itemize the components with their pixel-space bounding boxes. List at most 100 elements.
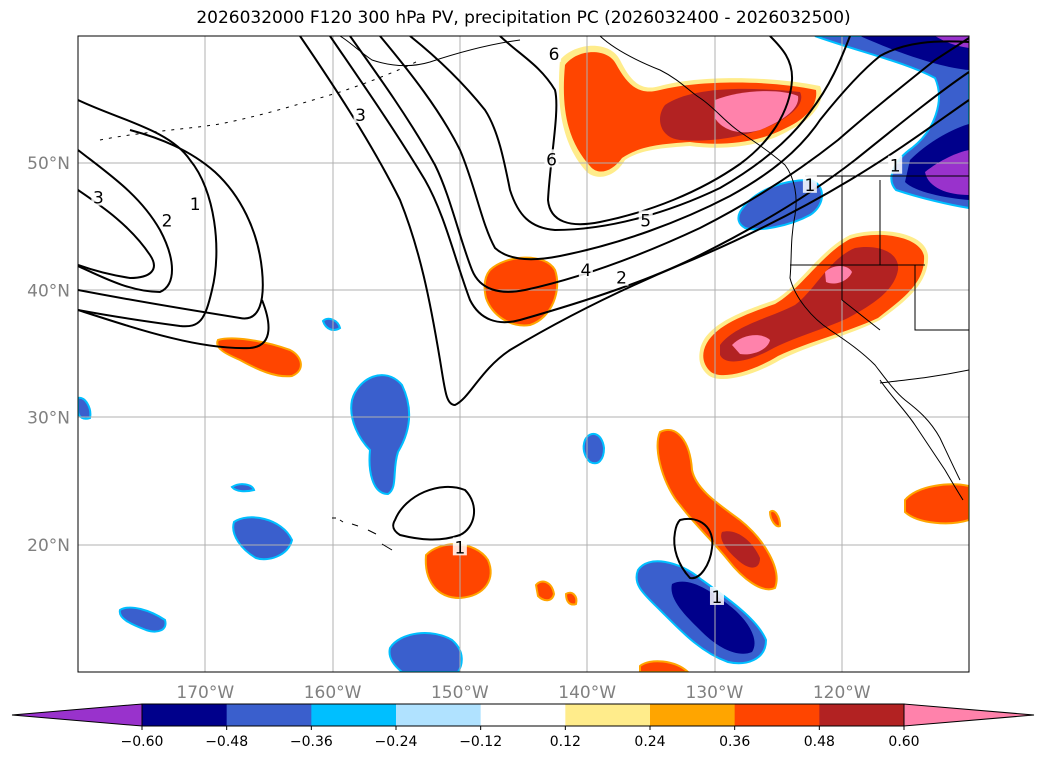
pv-contour-label-bg xyxy=(188,193,203,212)
colorbar-tick-label: −0.60 xyxy=(121,734,164,750)
precip-negative-area xyxy=(737,178,823,231)
longitude-label: 130°W xyxy=(686,683,744,703)
colorbar-extend-low xyxy=(11,703,143,727)
precip-positive-area xyxy=(732,335,770,355)
pv-contour xyxy=(349,36,969,293)
coastline-baja xyxy=(879,379,964,501)
pv-contour xyxy=(78,299,270,350)
border-us-mexico xyxy=(879,369,969,384)
pv-contour-label: 4 xyxy=(580,261,591,281)
pv-contour-label-bg xyxy=(578,260,593,279)
colorbar-tick-label: −0.48 xyxy=(205,734,248,750)
colorbar-tick-label: −0.36 xyxy=(290,734,333,750)
pv-contour-label-bg xyxy=(547,43,562,62)
precip-negative-area xyxy=(230,483,256,493)
pv-contour-label: 1 xyxy=(712,588,723,608)
colorbar-segment xyxy=(734,704,820,726)
pv-contour-label: 1 xyxy=(804,176,815,196)
precip-negative-area xyxy=(78,396,92,420)
latitude-label: 50°N xyxy=(27,154,70,174)
pv-contour xyxy=(673,517,714,580)
pv-contour-label: 2 xyxy=(616,269,627,289)
precip-negative-area xyxy=(671,581,755,654)
colorbar-tick-label: 0.36 xyxy=(719,734,750,750)
colorbar-tick-label: 0.60 xyxy=(888,734,919,750)
longitude-label: 170°W xyxy=(176,683,234,703)
colorbar-tick-label: 0.12 xyxy=(550,734,581,750)
colorbar-segment xyxy=(396,704,482,726)
precip-negative-area xyxy=(118,606,167,633)
pv-contour-label-bg xyxy=(353,104,368,123)
aleutian-islands xyxy=(99,59,421,141)
coastline-north-america xyxy=(599,36,961,481)
pv-contour-label: 3 xyxy=(93,189,104,209)
pv-contour xyxy=(392,485,475,541)
pv-contour-label-bg xyxy=(802,174,817,193)
hawaiian-islands xyxy=(332,517,393,551)
precip-positive-area xyxy=(564,591,578,606)
colorbar-labels: −0.60 −0.48 −0.36 −0.24 −0.12 0.12 0.24 0.36 0.4… xyxy=(121,726,920,750)
colorbar-tick-label: −0.12 xyxy=(459,734,502,750)
latitude-labels: 50°N 40°N 30°N 20°N xyxy=(27,154,70,556)
colorbar-segment xyxy=(142,704,228,726)
pv-contour-label-bg xyxy=(888,155,903,174)
pv-contour-label: 1 xyxy=(190,195,201,215)
coastlines xyxy=(99,36,969,551)
pv-contour-label: 6 xyxy=(549,45,560,65)
border-states xyxy=(790,176,969,331)
precip-positive-area xyxy=(720,246,899,362)
colorbar-segment xyxy=(480,704,566,726)
page-title: 2026032000 F120 300 hPa PV, precipitatio… xyxy=(196,8,851,28)
pv-contour-label-bg xyxy=(91,187,106,206)
pv-contour-label: 6 xyxy=(546,150,557,170)
colorbar-segment xyxy=(650,704,736,726)
precip-negative-areas xyxy=(78,36,969,672)
colorbar-segment xyxy=(311,704,397,726)
precip-negative-area xyxy=(388,632,463,672)
longitude-label: 120°W xyxy=(813,683,871,703)
colorbar-tick-label: 0.24 xyxy=(634,734,665,750)
pv-contour-label-bg xyxy=(160,210,175,229)
pv-contour xyxy=(379,36,969,261)
colorbar-outline xyxy=(141,703,905,727)
pv-contour-label-bg xyxy=(638,210,653,229)
latitude-label: 20°N xyxy=(27,536,70,556)
colorbar-segment xyxy=(819,704,905,726)
longitude-label: 160°W xyxy=(304,683,362,703)
colorbar-segment xyxy=(565,704,651,726)
colorbar-tick-label: −0.24 xyxy=(375,734,418,750)
pv-contour xyxy=(78,99,218,328)
latitude-label: 30°N xyxy=(27,409,70,429)
precip-positive-area xyxy=(904,483,969,525)
gridlines xyxy=(78,36,969,672)
pv-contour xyxy=(78,129,264,320)
pv-contour-label-bg xyxy=(614,267,629,286)
pv-contour xyxy=(78,149,173,294)
precip-positive-area xyxy=(534,580,556,602)
pv-contour-label: 1 xyxy=(890,157,901,177)
precip-positive-area xyxy=(721,531,760,568)
precip-positive-area xyxy=(715,91,799,133)
pv-contour-label: 5 xyxy=(640,211,651,231)
precip-positive-area xyxy=(768,510,782,528)
colorbar-tick-label: 0.48 xyxy=(804,734,835,750)
precip-positive-area xyxy=(825,266,852,284)
precip-negative-area xyxy=(232,516,294,561)
pv-contour-label-bg xyxy=(544,149,559,168)
colorbar xyxy=(11,703,1035,727)
longitude-label: 150°W xyxy=(431,683,489,703)
pv-contour xyxy=(329,36,969,324)
precip-positive-area xyxy=(216,337,302,378)
pv-contour xyxy=(299,36,969,407)
map-frame xyxy=(77,35,970,673)
colorbar-extend-high xyxy=(903,703,1035,727)
precip-negative-area xyxy=(925,150,969,195)
latitude-label: 40°N xyxy=(27,281,70,301)
pv-contour xyxy=(499,36,794,226)
pv-contour-label-bg xyxy=(709,586,724,605)
pv-contour xyxy=(78,189,155,280)
longitude-label: 140°W xyxy=(558,683,616,703)
precip-negative-area xyxy=(350,374,411,496)
